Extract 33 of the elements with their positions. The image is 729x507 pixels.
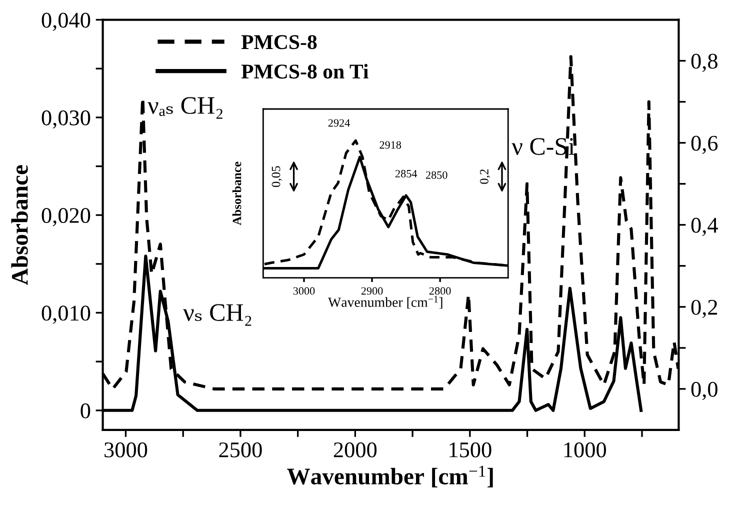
annotation: νₛ CH₂ [183, 304, 252, 326]
annotation: νₐₛ CH₂ [148, 97, 222, 119]
x-tick-label: 2000 [334, 442, 377, 458]
annotation: 0,2 [480, 169, 490, 184]
legend-label: PMCS-8 on Ti [241, 64, 368, 79]
x-tick-label: 2800 [429, 287, 451, 295]
annotation: 2918 [380, 141, 402, 149]
y2-tick-label: 0,2 [691, 300, 718, 318]
y-axis-title: Absorbance [232, 162, 242, 226]
x-tick-label: 2500 [219, 442, 262, 458]
y2-tick-label: 0,6 [691, 136, 718, 154]
annotation: 2854 [395, 170, 418, 178]
x-tick-label: 1500 [450, 442, 492, 458]
y-tick-label: 0,010 [42, 306, 90, 324]
x-axis-title: Wavenumber [cm$^{−1}$] [328, 296, 442, 309]
annotation: 2850 [426, 171, 448, 179]
x-tick-label: 3000 [293, 287, 315, 295]
y2-tick-label: 0,8 [691, 54, 718, 72]
x-tick-label: 1000 [564, 442, 606, 458]
y-tick-label: 0 [80, 403, 90, 418]
x-tick-label: 3000 [104, 442, 148, 458]
y-tick-label: 0,020 [42, 208, 90, 226]
y-axis-title: Absorbance [11, 165, 28, 285]
annotation: 2924 [328, 119, 350, 127]
annotation: 0,05 [272, 166, 282, 187]
y2-tick-label: 0,0 [691, 382, 718, 400]
y-tick-label: 0,030 [42, 110, 90, 129]
annotation: ν C-Si [512, 138, 575, 155]
y-tick-label: 0,040 [42, 12, 90, 31]
x-axis-title: Wavenumber [cm$^{−1}$] [287, 466, 493, 488]
y2-tick-label: 0,4 [691, 218, 718, 236]
x-tick-label: 2900 [361, 287, 383, 295]
legend-label: PMCS-8 [241, 35, 317, 50]
